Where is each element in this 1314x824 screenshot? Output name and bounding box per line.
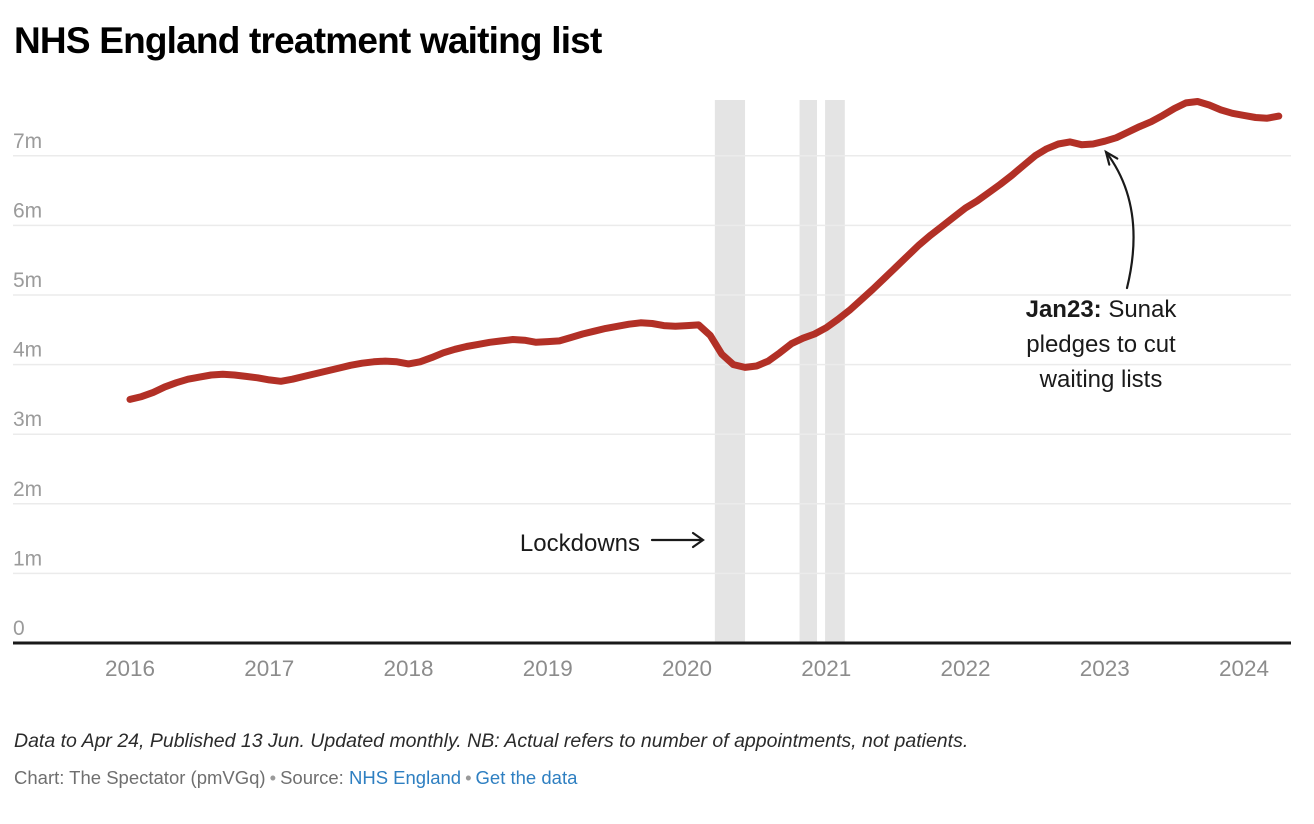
y-axis-tick-label: 0 — [13, 617, 25, 640]
lockdown-band — [799, 100, 817, 643]
x-axis-tick-label: 2022 — [940, 656, 990, 681]
get-the-data-link[interactable]: Get the data — [475, 767, 578, 788]
lockdowns-arrow-icon — [650, 531, 705, 549]
source-label: Source: — [280, 767, 344, 788]
y-axis-tick-label: 4m — [13, 339, 42, 362]
x-axis-tick-label: 2021 — [801, 656, 851, 681]
chart-footnote: Data to Apr 24, Published 13 Jun. Update… — [14, 730, 969, 752]
credit-text: Chart: The Spectator (pmVGq) — [14, 767, 266, 788]
lockdown-band — [825, 100, 845, 643]
x-axis-tick-label: 2024 — [1219, 656, 1269, 681]
lockdowns-annotation: Lockdowns — [519, 530, 640, 557]
x-axis-tick-label: 2023 — [1080, 656, 1130, 681]
x-axis-tick-label: 2017 — [244, 656, 294, 681]
jan23-annotation-text: Sunak pledges to cut waiting lists — [1026, 296, 1177, 393]
y-axis-tick-label: 6m — [13, 199, 42, 222]
y-axis-tick-label: 3m — [13, 408, 42, 431]
y-axis-tick-label: 2m — [13, 478, 42, 501]
page-title: NHS England treatment waiting list — [14, 20, 602, 61]
source-link[interactable]: NHS England — [348, 767, 462, 788]
chart-credit-line: Chart: The Spectator (pmVGq) • Source: NHS… — [14, 767, 1304, 789]
x-axis-tick-label: 2020 — [662, 656, 712, 681]
jan23-arrow-icon — [1104, 149, 1135, 290]
x-axis-tick-label: 2019 — [523, 656, 573, 681]
x-axis-tick-label: 2018 — [383, 656, 433, 681]
y-axis-tick-label: 1m — [13, 547, 42, 570]
jan23-annotation: Jan23: Sunak pledges to cut waiting list… — [992, 292, 1210, 397]
jan23-annotation-date: Jan23: — [1025, 296, 1102, 323]
x-axis-tick-label: 2016 — [105, 656, 155, 681]
credit-separator-2: • — [465, 767, 472, 788]
y-axis-tick-label: 5m — [13, 269, 42, 292]
y-axis-tick-label: 7m — [13, 130, 42, 153]
lockdown-band — [714, 100, 746, 643]
credit-separator: • — [269, 767, 277, 788]
